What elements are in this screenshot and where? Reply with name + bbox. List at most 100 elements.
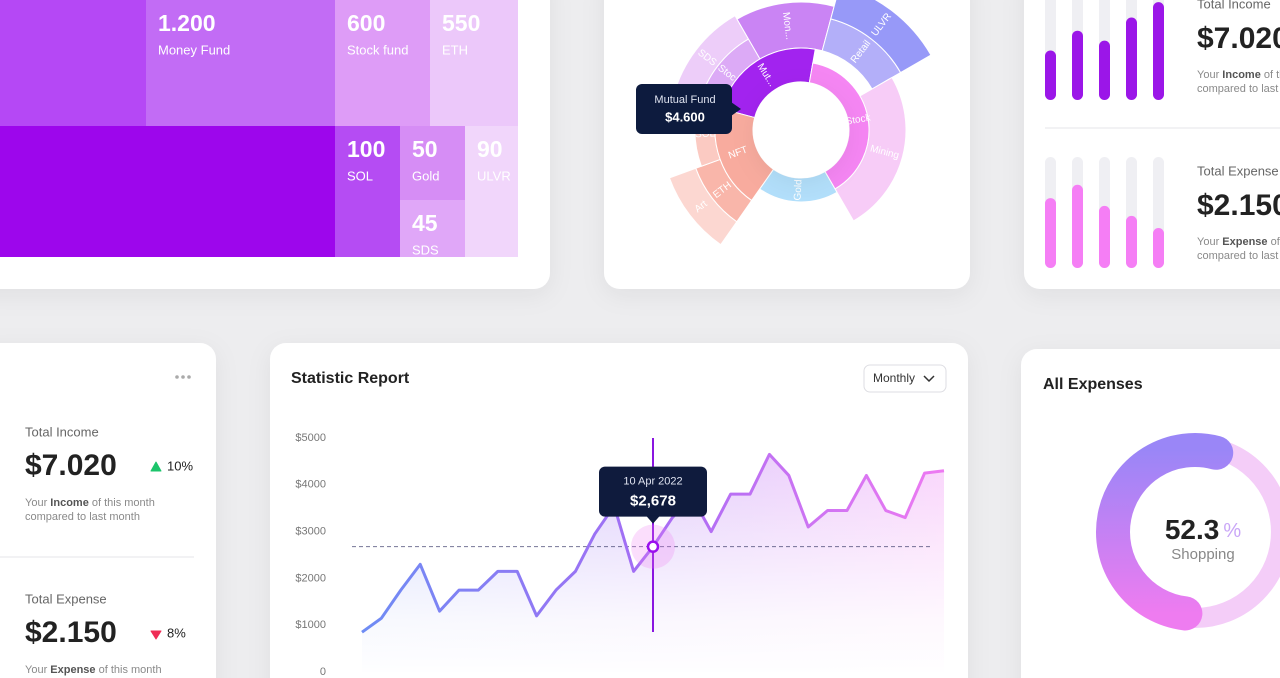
- note: Your Income of this month: [25, 497, 155, 509]
- treemap-value: 90: [477, 136, 503, 162]
- note: compared to last month: [1197, 250, 1280, 262]
- y-tick-label: $3000: [295, 526, 326, 538]
- treemap-label: SOL: [347, 168, 373, 183]
- treemap-label: Gold: [412, 168, 439, 183]
- donut-label: Shopping: [1171, 546, 1234, 563]
- note-text: of this month: [1261, 69, 1280, 81]
- note: compared to last month: [1197, 83, 1280, 95]
- bars-card: [1024, 0, 1280, 289]
- dropdown[interactable]: Monthly: [863, 364, 947, 393]
- tooltip-arrow: [646, 515, 660, 524]
- y-tick-label: $1000: [295, 619, 326, 631]
- treemap-label: Stock fund: [347, 42, 408, 57]
- bar: [1153, 2, 1164, 101]
- dot: [187, 375, 191, 379]
- y-tick-label: $5000: [295, 432, 326, 444]
- note-text: Your: [25, 497, 50, 509]
- note: Your Income of this month: [1197, 69, 1280, 81]
- treemap-value: 45: [412, 210, 438, 236]
- y-tick-label: $2000: [295, 572, 326, 584]
- note-text: of this month: [96, 664, 162, 676]
- treemap-cell-decor: [0, 126, 335, 257]
- bar: [1072, 30, 1083, 101]
- summary-card: [0, 343, 216, 678]
- bar: [1099, 205, 1110, 268]
- treemap-cell: [465, 126, 518, 257]
- donut-unit: %: [1223, 520, 1241, 542]
- up-icon: [150, 461, 162, 472]
- card-amount: $7.020: [1197, 22, 1280, 55]
- chevron: [923, 375, 935, 383]
- sunburst-segment: [668, 167, 738, 246]
- donut-arc: [1096, 433, 1234, 631]
- card-amount: $2.150: [25, 616, 117, 649]
- change: 8%: [167, 625, 186, 640]
- treemap-cell: [335, 0, 430, 126]
- card-amount: $2.150: [1197, 189, 1280, 222]
- bar: [1099, 40, 1110, 100]
- donut-value: 52.3%: [1165, 514, 1242, 545]
- tooltip-box: [636, 84, 732, 134]
- y-tick-label: 0: [320, 666, 326, 678]
- note-bold: Expense: [50, 664, 95, 676]
- y-tick-label: $4000: [295, 479, 326, 491]
- sunburst-label: Mon...: [780, 11, 795, 40]
- treemap-value: 550: [442, 10, 480, 36]
- note-text: of this month: [89, 497, 155, 509]
- sunburst-label: SOL: [695, 128, 716, 140]
- treemap-cell: [400, 126, 465, 200]
- card-label: Total Expense: [1197, 163, 1279, 178]
- dropdown-label: Monthly: [873, 371, 915, 385]
- treemap-value: 1.200: [158, 10, 216, 36]
- sunburst-hole: [753, 82, 849, 178]
- card-label: Total Expense: [25, 591, 107, 606]
- note: Your Expense of this month: [1197, 236, 1280, 248]
- treemap-cell: [430, 0, 518, 126]
- bar: [1126, 17, 1137, 100]
- note: Your Expense of this month: [25, 664, 162, 676]
- dot: [175, 375, 179, 379]
- sunburst-label: Gold: [793, 179, 805, 201]
- tooltip-arrow: [731, 102, 741, 116]
- treemap-value: 100: [347, 136, 385, 162]
- more-menu[interactable]: [175, 375, 191, 379]
- bar: [1153, 228, 1164, 268]
- bar: [1045, 198, 1056, 268]
- tooltip-value: $4.600: [665, 109, 705, 124]
- marker: [646, 540, 660, 553]
- treemap-value: 50: [412, 136, 438, 162]
- bar: [1072, 184, 1083, 268]
- sunburst-label: Stock: [845, 112, 873, 127]
- card-label: Total Income: [25, 424, 99, 439]
- treemap-label: SDS: [412, 242, 439, 257]
- note-text: Your: [1197, 236, 1222, 248]
- treemap-cell: [335, 126, 400, 257]
- dot: [181, 375, 185, 379]
- treemap-value: 600: [347, 10, 385, 36]
- note: compared to last month: [25, 511, 140, 523]
- note-bold: Expense: [1222, 236, 1267, 248]
- sunburst-segment: [830, 0, 932, 74]
- note-bold: Income: [1222, 69, 1261, 81]
- card-title: All Expenses: [1043, 376, 1143, 393]
- treemap-label: ULVR: [477, 168, 511, 183]
- expenses-card: [1021, 349, 1280, 678]
- note-text: of this month: [1268, 236, 1280, 248]
- tooltip-label: Mutual Fund: [654, 94, 715, 106]
- bar: [1126, 215, 1137, 268]
- donut-number: 52.3: [1165, 514, 1220, 545]
- dropdown-box: [863, 364, 947, 393]
- card-title: Statistic Report: [291, 370, 410, 387]
- tooltip-date: 10 Apr 2022: [623, 476, 682, 488]
- treemap-label: Money Fund: [158, 42, 230, 57]
- card-amount: $7.020: [25, 449, 117, 482]
- treemap-label: ETH: [442, 42, 468, 57]
- treemap-cell-decor: [0, 0, 146, 126]
- tooltip-value: $2,678: [630, 493, 676, 510]
- note-text: Your: [1197, 69, 1222, 81]
- bar: [1045, 50, 1056, 100]
- tooltip-box: [599, 466, 707, 517]
- down-icon: [150, 630, 162, 640]
- change: 10%: [167, 458, 193, 473]
